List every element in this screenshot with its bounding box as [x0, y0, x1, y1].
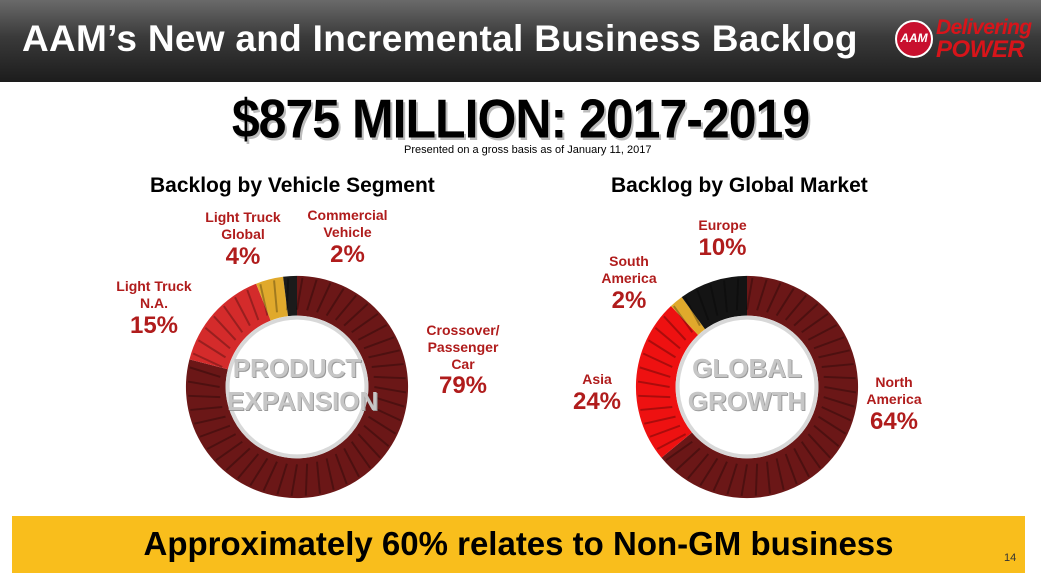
label-line: Vehicle	[323, 223, 372, 240]
donut-slice-asia	[635, 306, 699, 458]
label-percent: 4%	[225, 242, 261, 270]
market-center-line-2: GROWTH	[687, 385, 807, 416]
label-line: America	[601, 269, 657, 286]
segment-center-line-1: PRODUCT	[232, 353, 362, 383]
market-center-label: GLOBAL GROWTH	[677, 352, 817, 418]
label-percent: 79%	[438, 372, 488, 400]
label-line: South	[609, 253, 649, 269]
donut-slice-commercial-vehicle	[283, 275, 297, 317]
label-commercial-vehicle: Commercial Vehicle 2%	[300, 207, 395, 268]
label-line: Europe	[698, 217, 747, 233]
donut-slice-south-america	[670, 297, 706, 335]
headline: $875 MILLION: 2017-2019	[231, 88, 810, 150]
logo-line-1: Delivering	[936, 16, 1032, 39]
label-line: Asia	[582, 371, 612, 387]
donut-slice-crossover-passenger-car	[185, 275, 409, 499]
donut-slice-europe	[681, 275, 747, 330]
label-line: America	[866, 390, 922, 407]
segment-center-label: PRODUCT EXPANSION	[227, 352, 379, 418]
footer-text: Approximately 60% relates to Non-GM busi…	[143, 525, 894, 562]
label-line: Passenger	[427, 338, 499, 355]
label-crossover-passenger-car: Crossover/ Passenger Car 79%	[418, 322, 508, 400]
label-line: Light Truck	[116, 278, 192, 294]
donut-hub	[229, 319, 365, 455]
label-europe: Europe 10%	[680, 217, 765, 261]
page-number: 14	[1004, 552, 1017, 564]
gross-basis-note: Presented on a gross basis as of January…	[404, 144, 652, 156]
label-line: Crossover/	[426, 322, 500, 338]
footer-banner: Approximately 60% relates to Non-GM busi…	[12, 516, 1025, 573]
segment-donut-chart	[185, 275, 409, 499]
label-light-truck-global: Light Truck Global 4%	[198, 209, 288, 270]
label-asia: Asia 24%	[567, 371, 627, 415]
label-percent: 24%	[572, 387, 622, 415]
donut-slice-light-truck-global	[256, 276, 289, 321]
label-line: North	[875, 374, 913, 390]
header-bar: AAM’s New and Incremental Business Backl…	[0, 0, 1041, 82]
segment-center-line-2: EXPANSION	[227, 385, 379, 416]
slide-title: AAM’s New and Incremental Business Backl…	[22, 18, 858, 59]
logo-badge-icon: AAM	[895, 20, 933, 58]
label-line: Light Truck	[205, 209, 281, 225]
label-light-truck-na: Light Truck N.A. 15%	[108, 278, 200, 339]
label-line: Car	[451, 355, 475, 372]
label-north-america: North America 64%	[858, 374, 930, 435]
label-line: N.A.	[140, 294, 168, 311]
donut-slice-light-truck-n-a	[189, 283, 271, 370]
gear-teeth-texture	[187, 277, 407, 497]
market-donut-chart	[635, 275, 859, 499]
label-percent: 64%	[869, 407, 919, 435]
market-chart-title: Backlog by Global Market	[611, 174, 868, 197]
logo-line-2: POWER	[936, 36, 1025, 63]
label-south-america: South America 2%	[590, 253, 668, 314]
label-percent: 2%	[330, 240, 365, 268]
gear-teeth-texture	[637, 277, 857, 497]
logo-badge-text: AAM	[900, 31, 928, 45]
label-line: Global	[221, 225, 265, 242]
label-percent: 2%	[611, 286, 647, 314]
label-line: Commercial	[307, 207, 388, 223]
donut-slice-north-america	[661, 275, 859, 499]
market-center-line-1: GLOBAL	[692, 353, 802, 383]
segment-chart-title: Backlog by Vehicle Segment	[150, 174, 435, 197]
company-logo: AAM Delivering POWER	[890, 14, 1032, 66]
donut-hub	[679, 319, 815, 455]
label-percent: 15%	[129, 311, 179, 339]
label-percent: 10%	[698, 233, 747, 261]
